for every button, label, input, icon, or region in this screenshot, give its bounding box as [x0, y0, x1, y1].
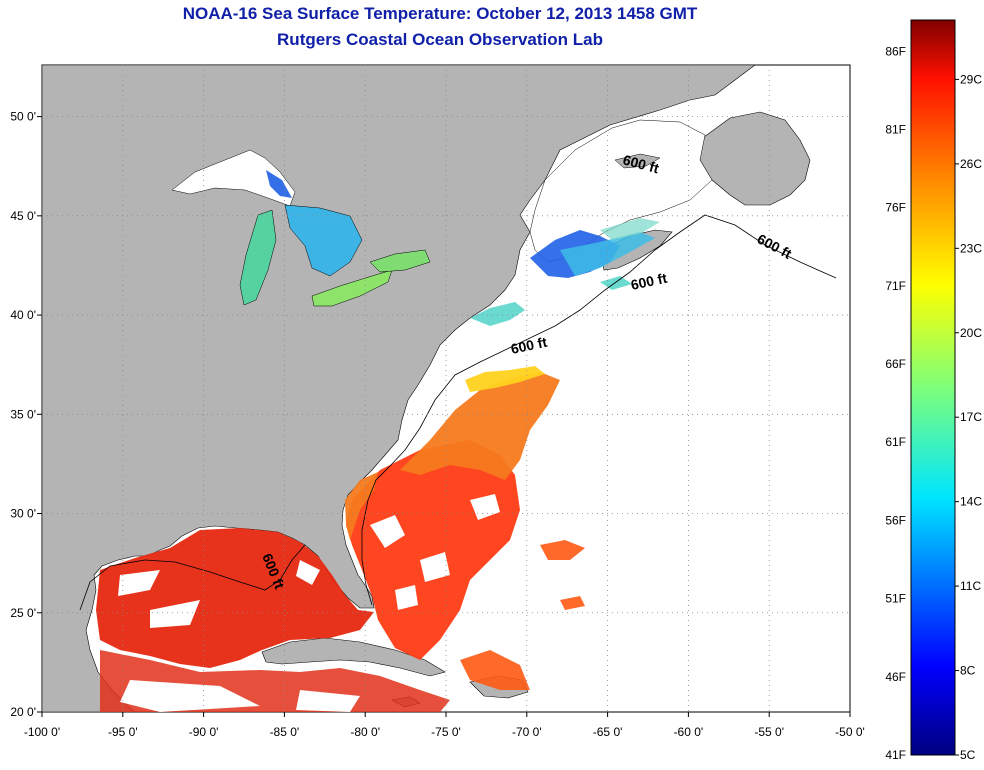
- colorbar-f-label: 41F: [885, 748, 906, 762]
- lake-ontario: [369, 249, 431, 273]
- lake-erie: [311, 269, 393, 307]
- colorbar: [910, 19, 956, 756]
- colorbar-f-label: 61F: [885, 435, 906, 449]
- colorbar-c-label: 26C: [960, 157, 982, 171]
- land-newfoundland: [699, 111, 811, 206]
- sst-carolina-coast: [345, 472, 378, 540]
- sst-atlantic-middle: [400, 372, 560, 480]
- lon-tick-label: -55 0': [754, 725, 784, 739]
- colorbar-f-label: 71F: [885, 279, 906, 293]
- lat-tick-label: 20 0': [10, 705, 36, 719]
- gulf-st-lawrence: [529, 119, 713, 263]
- lake-michigan: [239, 209, 277, 306]
- latitude-axis: 20 0' 25 0' 30 0' 35 0' 40 0' 45 0' 50 0': [10, 110, 42, 719]
- sst-gulf-gap: [118, 560, 320, 628]
- map-title: NOAA-16 Sea Surface Temperature: October…: [182, 4, 698, 23]
- colorbar-f-label: 76F: [885, 201, 906, 215]
- colorbar-c-label: 29C: [960, 72, 982, 86]
- sst-new-england: [470, 276, 632, 326]
- colorbar-c-label: 5C: [960, 748, 976, 762]
- lon-tick-label: -100 0': [24, 725, 60, 739]
- colorbar-f-label: 56F: [885, 513, 906, 527]
- lon-tick-label: -85 0': [270, 725, 300, 739]
- lon-tick-label: -70 0': [512, 725, 542, 739]
- colorbar-celsius-labels: 29C 26C 23C 20C 17C 14C 11C 8C 5C: [955, 72, 982, 762]
- lake-superior-sst: [266, 170, 292, 198]
- colorbar-f-label: 86F: [885, 44, 906, 58]
- lat-tick-label: 30 0': [10, 507, 36, 521]
- isobath-600ft-gulf: [79, 544, 306, 611]
- lon-tick-label: -65 0': [593, 725, 623, 739]
- colorbar-c-label: 20C: [960, 326, 982, 340]
- lat-tick-label: 45 0': [10, 209, 36, 223]
- lon-tick-label: -75 0': [431, 725, 461, 739]
- colorbar-f-label: 66F: [885, 357, 906, 371]
- land-cuba: [261, 637, 446, 677]
- colorbar-f-label: 46F: [885, 670, 906, 684]
- sst-atlantic-scatter: [460, 540, 585, 690]
- isobath-label-4: 600 ft: [509, 334, 548, 357]
- longitude-axis: -100 0' -95 0' -90 0' -85 0' -80 0' -75 0' -70…: [24, 712, 865, 739]
- colorbar-c-label: 8C: [960, 664, 976, 678]
- lat-tick-label: 50 0': [10, 110, 36, 124]
- colorbar-c-label: 17C: [960, 410, 982, 424]
- lon-tick-label: -50 0': [835, 725, 865, 739]
- colorbar-f-label: 81F: [885, 122, 906, 136]
- isobath-600ft: [361, 214, 837, 606]
- colorbar-c-label: 23C: [960, 241, 982, 255]
- colorbar-c-label: 14C: [960, 495, 982, 509]
- lat-tick-label: 35 0': [10, 407, 36, 421]
- lake-superior: [171, 149, 296, 207]
- isobath-label-3: 600 ft: [629, 270, 668, 293]
- sst-atlantic-gaps: [370, 494, 500, 610]
- land-north-america: [42, 65, 756, 712]
- lon-tick-label: -95 0': [108, 725, 138, 739]
- sst-gulf-st-lawrence: [600, 218, 660, 240]
- lon-tick-label: -80 0': [350, 725, 380, 739]
- lat-tick-label: 40 0': [10, 308, 36, 322]
- lat-tick-label: 25 0': [10, 606, 36, 620]
- lake-huron: [284, 204, 363, 277]
- sst-atlantic-south: [346, 440, 520, 660]
- sst-atlantic-north: [465, 366, 545, 392]
- lon-tick-label: -60 0': [674, 725, 704, 739]
- colorbar-f-label: 51F: [885, 592, 906, 606]
- sst-caribbean-gap: [120, 680, 360, 712]
- lon-tick-label: -90 0': [189, 725, 219, 739]
- sst-scotian-shelf: [560, 232, 655, 276]
- map-subtitle: Rutgers Coastal Ocean Observation Lab: [277, 30, 603, 49]
- land-anticosti: [614, 153, 661, 169]
- colorbar-fahrenheit-labels: 86F 81F 76F 71F 66F 61F 56F 51F 46F 41F: [885, 44, 906, 762]
- colorbar-c-label: 11C: [960, 579, 981, 593]
